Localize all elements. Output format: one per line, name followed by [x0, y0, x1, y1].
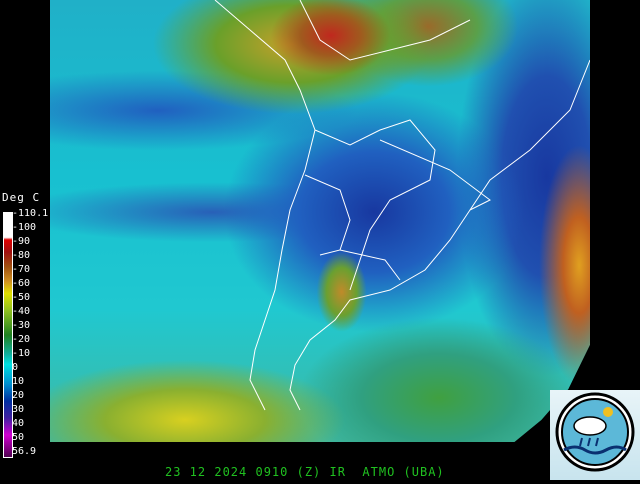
legend-title: Deg C — [2, 191, 41, 204]
legend-tick-label: 50 — [12, 432, 25, 443]
legend-tick-label: -90 — [12, 236, 31, 247]
legend-tick-label: -50 — [12, 292, 31, 303]
legend-tick-label: -110.1 — [12, 208, 49, 219]
legend-tick-label: -20 — [12, 334, 31, 345]
legend-tick-label: 40 — [12, 418, 25, 429]
legend-tick-label: 0 — [12, 362, 19, 373]
legend-tick-label: -30 — [12, 320, 31, 331]
temperature-color-scale — [3, 212, 13, 458]
legend-tick-label: -80 — [12, 250, 31, 261]
legend-tick-label: 30 — [12, 404, 25, 415]
political-boundaries — [214, 0, 590, 411]
legend-tick-label: -100 — [12, 222, 37, 233]
weather-logo-icon — [555, 392, 635, 472]
satellite-ir-image — [50, 0, 590, 442]
legend-tick-label: -10 — [12, 348, 31, 359]
legend-tick-label: -40 — [12, 306, 31, 317]
image-caption: 23 12 2024 0910 (Z) IR ATMO (UBA) — [165, 465, 445, 479]
legend-tick-label: -70 — [12, 264, 31, 275]
atmo-uba-logo — [550, 390, 640, 480]
legend-tick-label: 10 — [12, 376, 25, 387]
legend-tick-label: -60 — [12, 278, 31, 289]
legend-tick-label: 20 — [12, 390, 25, 401]
legend-tick-label: 56.9 — [12, 446, 37, 457]
